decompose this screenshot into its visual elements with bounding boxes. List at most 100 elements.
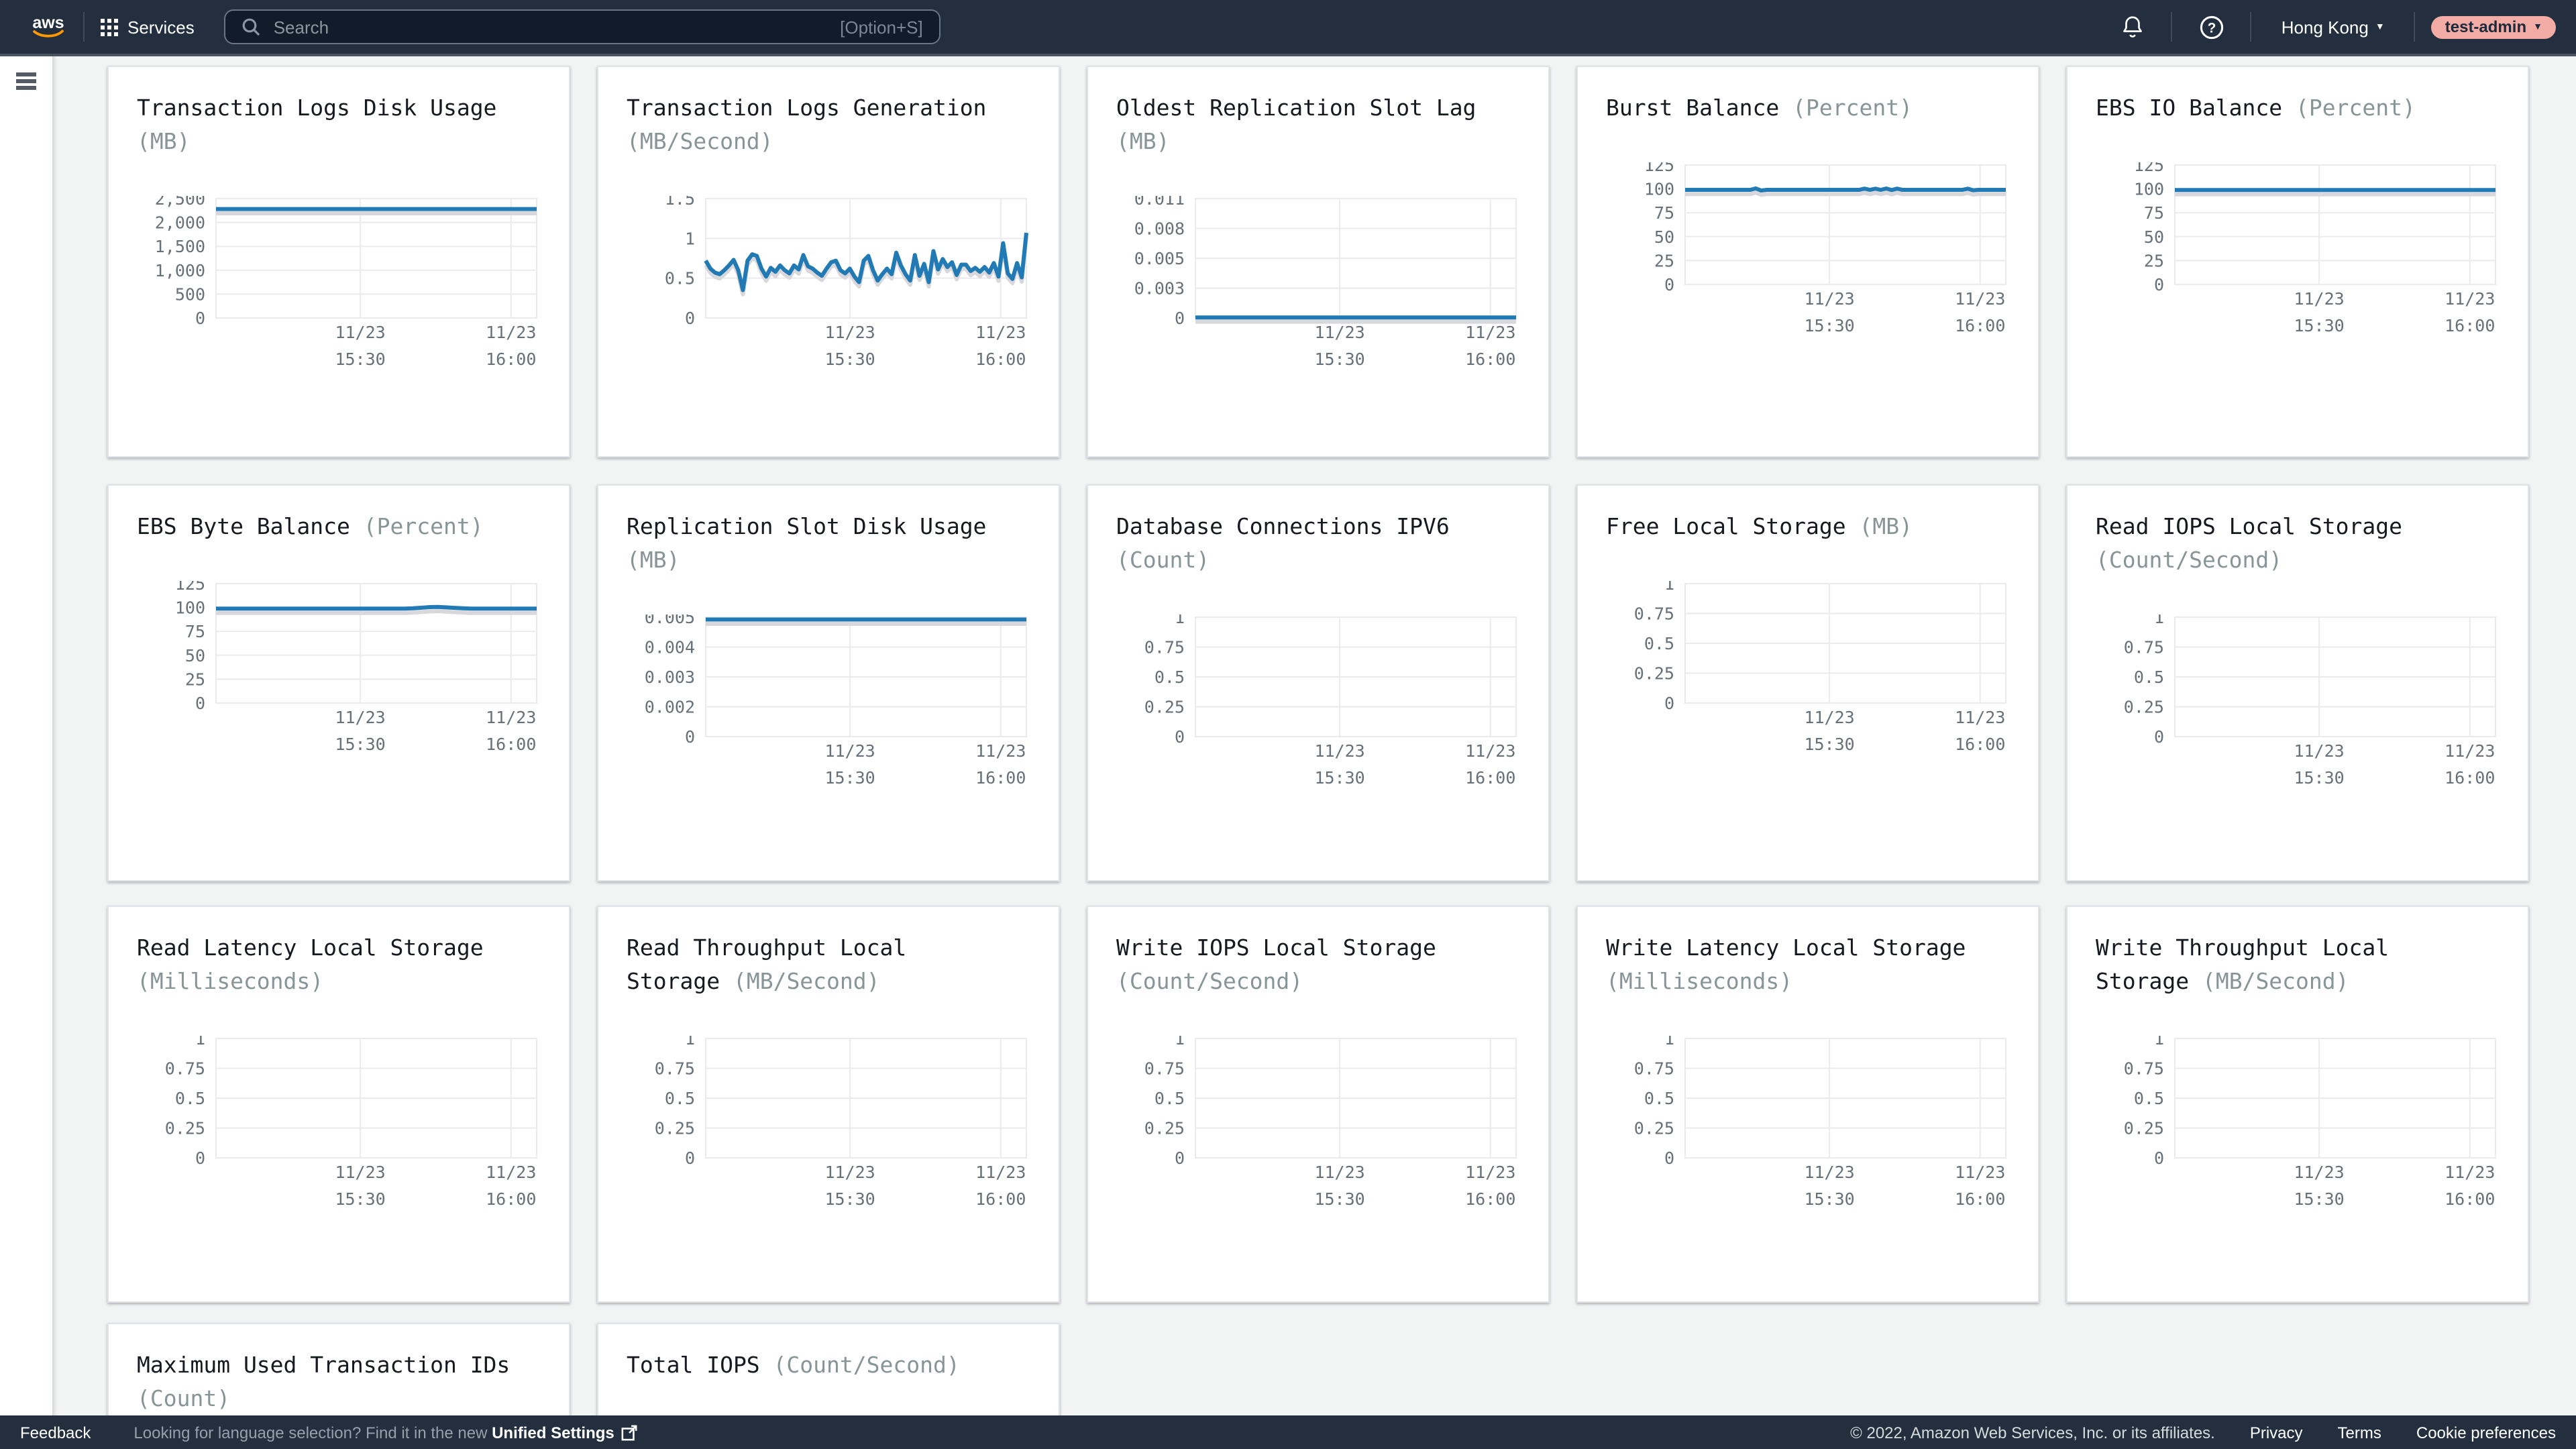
search-box[interactable]: [Option+S] xyxy=(223,9,941,44)
svg-text:0.75: 0.75 xyxy=(655,1059,695,1079)
hamburger-menu-icon[interactable] xyxy=(16,72,36,91)
svg-text:100: 100 xyxy=(175,598,205,618)
chevron-down-icon: ▼ xyxy=(2375,22,2385,32)
notifications-button[interactable] xyxy=(2110,13,2155,40)
metric-card[interactable]: Oldest Replication Slot Lag (MB) 0.011 0.… xyxy=(1087,66,1550,458)
svg-text:0: 0 xyxy=(2154,275,2164,294)
metric-chart: 125 100 75 50 25 0 11/23 15:30 11/23 16:00 xyxy=(2134,162,2496,335)
svg-text:11/23: 11/23 xyxy=(2294,1163,2344,1182)
svg-text:11/23: 11/23 xyxy=(2294,741,2344,761)
svg-text:11/23: 11/23 xyxy=(824,323,875,342)
metric-card[interactable]: EBS Byte Balance (Percent) 125 100 75 50 25 0… xyxy=(107,484,570,881)
help-button[interactable]: ? xyxy=(2189,14,2235,40)
metric-card[interactable]: Free Local Storage (MB) 1 0.75 0.5 0.25 0 11/… xyxy=(1576,484,2039,881)
svg-text:75: 75 xyxy=(2144,203,2164,223)
metric-card[interactable]: Write Latency Local Storage (Millisecond… xyxy=(1576,906,2039,1303)
svg-text:0: 0 xyxy=(2154,1148,2164,1168)
svg-text:50: 50 xyxy=(2144,227,2164,247)
metric-name: Replication Slot Disk Usage xyxy=(627,514,987,539)
svg-text:125: 125 xyxy=(2134,162,2164,175)
services-menu-button[interactable]: Services xyxy=(101,17,195,37)
metric-unit: (Milliseconds) xyxy=(1606,969,1793,994)
svg-text:0.25: 0.25 xyxy=(1144,1119,1185,1138)
metric-card[interactable]: Read Throughput Local Storage (MB/Second… xyxy=(597,906,1060,1303)
svg-text:50: 50 xyxy=(185,646,205,665)
metric-name: EBS IO Balance xyxy=(2096,95,2283,121)
account-menu[interactable]: test-admin ▼ xyxy=(2431,15,2556,38)
svg-text:11/23: 11/23 xyxy=(2294,289,2344,309)
svg-text:2,500: 2,500 xyxy=(155,196,205,209)
svg-text:75: 75 xyxy=(1654,203,1674,223)
svg-text:0.75: 0.75 xyxy=(2124,638,2164,657)
svg-text:11/23: 11/23 xyxy=(1465,323,1515,342)
svg-text:0.5: 0.5 xyxy=(1644,634,1674,653)
metric-card[interactable]: EBS IO Balance (Percent) 125 100 75 50 25 0 11… xyxy=(2066,66,2529,458)
metric-name: Burst Balance xyxy=(1606,95,1780,121)
metric-card[interactable]: Transaction Logs Generation (MB/Second) … xyxy=(597,66,1060,458)
svg-text:0.25: 0.25 xyxy=(2124,698,2164,717)
privacy-link[interactable]: Privacy xyxy=(2249,1423,2303,1442)
svg-text:0.5: 0.5 xyxy=(2134,1089,2164,1108)
svg-text:0.5: 0.5 xyxy=(1155,1089,1185,1108)
svg-text:16:00: 16:00 xyxy=(2445,768,2495,788)
svg-text:11/23: 11/23 xyxy=(2445,1163,2495,1182)
metric-title: Maximum Used Transaction IDs (Count) xyxy=(137,1348,515,1415)
metric-card[interactable]: Write IOPS Local Storage (Count/Second) … xyxy=(1087,906,1550,1303)
svg-text:16:00: 16:00 xyxy=(1955,1189,2005,1209)
metric-chart: 1 0.75 0.5 0.25 0 11/23 15:30 11/23 16:00 xyxy=(2124,614,2496,788)
svg-text:15:30: 15:30 xyxy=(1314,1189,1364,1209)
metric-name: Total IOPS xyxy=(627,1352,760,1378)
svg-text:11/23: 11/23 xyxy=(1314,1163,1364,1182)
metric-card[interactable]: Replication Slot Disk Usage (MB) 0.005 0.… xyxy=(597,484,1060,881)
svg-text:15:30: 15:30 xyxy=(1314,768,1364,788)
svg-text:1: 1 xyxy=(685,1036,695,1049)
svg-text:0: 0 xyxy=(1664,275,1674,294)
metric-unit: (Count/Second) xyxy=(1116,969,1303,994)
cookie-preferences-link[interactable]: Cookie preferences xyxy=(2416,1423,2556,1442)
svg-text:15:30: 15:30 xyxy=(2294,768,2344,788)
svg-text:aws: aws xyxy=(32,13,64,32)
metric-card[interactable]: Transaction Logs Disk Usage (MB) 2,500 2,… xyxy=(107,66,570,458)
svg-text:25: 25 xyxy=(185,669,205,689)
metric-card[interactable]: Read Latency Local Storage (Milliseconds… xyxy=(107,906,570,1303)
account-label: test-admin xyxy=(2445,17,2527,36)
svg-text:15:30: 15:30 xyxy=(335,1189,385,1209)
svg-text:11/23: 11/23 xyxy=(1804,1163,1854,1182)
metric-chart: 125 100 75 50 25 0 11/23 15:30 11/23 16:00 xyxy=(175,581,537,754)
nav-divider xyxy=(83,12,85,42)
svg-text:16:00: 16:00 xyxy=(975,350,1026,369)
metric-unit: (Milliseconds) xyxy=(137,969,324,994)
svg-text:1: 1 xyxy=(1175,1036,1185,1049)
metric-unit: (MB) xyxy=(137,129,191,154)
metric-card[interactable]: Read IOPS Local Storage (Count/Second) 1… xyxy=(2066,484,2529,881)
svg-text:1: 1 xyxy=(1175,614,1185,627)
svg-text:0.005: 0.005 xyxy=(645,614,695,627)
metric-title: Database Connections IPV6 (Count) xyxy=(1116,510,1495,577)
svg-text:0: 0 xyxy=(1664,1148,1674,1168)
svg-text:16:00: 16:00 xyxy=(1465,1189,1515,1209)
metric-name: Read IOPS Local Storage xyxy=(2096,514,2402,539)
svg-text:0: 0 xyxy=(1175,309,1185,328)
svg-text:0.25: 0.25 xyxy=(1634,664,1674,684)
metric-card[interactable]: Write Throughput Local Storage (MB/Secon… xyxy=(2066,906,2529,1303)
terms-link[interactable]: Terms xyxy=(2337,1423,2381,1442)
svg-text:0: 0 xyxy=(195,309,205,328)
region-selector[interactable]: Hong Kong ▼ xyxy=(2268,17,2398,37)
metric-unit: (Count/Second) xyxy=(773,1352,960,1378)
metric-card[interactable]: Burst Balance (Percent) 125 100 75 50 25 0 11/… xyxy=(1576,66,2039,458)
svg-text:0: 0 xyxy=(195,1148,205,1168)
search-input[interactable] xyxy=(270,15,841,38)
svg-text:75: 75 xyxy=(185,622,205,641)
svg-text:1.5: 1.5 xyxy=(665,196,695,209)
svg-text:0.75: 0.75 xyxy=(165,1059,205,1079)
aws-logo[interactable]: aws xyxy=(30,13,67,40)
feedback-button[interactable]: Feedback xyxy=(20,1423,91,1442)
svg-text:0.5: 0.5 xyxy=(175,1089,205,1108)
unified-settings-link[interactable]: Unified Settings xyxy=(492,1423,614,1442)
svg-text:100: 100 xyxy=(1644,180,1674,199)
metric-chart: 1.5 1 0.5 0 11/23 15:30 11/23 16:00 xyxy=(665,196,1028,369)
metric-name: Write Latency Local Storage xyxy=(1606,935,1966,961)
metric-card[interactable]: Database Connections IPV6 (Count) 1 0.75 0… xyxy=(1087,484,1550,881)
svg-text:0.008: 0.008 xyxy=(1134,219,1185,239)
services-label: Services xyxy=(127,17,195,37)
